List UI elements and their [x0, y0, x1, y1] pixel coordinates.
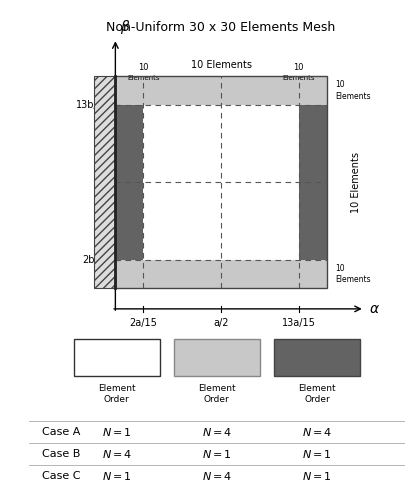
Text: Element
Order: Element Order — [198, 384, 236, 404]
Text: 10: 10 — [138, 64, 149, 72]
Text: a/2: a/2 — [213, 318, 229, 328]
Text: 2a/15: 2a/15 — [130, 318, 157, 328]
Text: 10: 10 — [293, 64, 304, 72]
Bar — [174, 338, 260, 376]
Text: $\mathit{N} = 1$: $\mathit{N} = 1$ — [102, 470, 132, 482]
Bar — [116, 104, 143, 260]
Bar — [274, 338, 360, 376]
Text: 2b/15: 2b/15 — [82, 254, 110, 264]
Text: 10
Elements: 10 Elements — [335, 264, 371, 283]
Text: Case A: Case A — [42, 427, 80, 437]
Bar — [94, 76, 116, 288]
Text: Case B: Case B — [42, 449, 80, 459]
Text: Elements: Elements — [282, 74, 315, 80]
Text: Elements: Elements — [127, 74, 160, 80]
Bar — [299, 104, 327, 260]
Bar — [74, 338, 160, 376]
Bar — [116, 260, 327, 287]
Text: $\mathit{N} = 1$: $\mathit{N} = 1$ — [102, 426, 132, 438]
Text: 10
Elements: 10 Elements — [335, 80, 371, 100]
Bar — [116, 76, 327, 288]
Text: Element
Order: Element Order — [98, 384, 136, 404]
Text: Case C: Case C — [42, 471, 80, 481]
Text: 13a/15: 13a/15 — [281, 318, 316, 328]
Text: $\alpha$: $\alpha$ — [369, 302, 380, 316]
Text: $\mathit{N} = 1$: $\mathit{N} = 1$ — [302, 470, 332, 482]
Bar — [116, 76, 327, 104]
Text: b/2: b/2 — [94, 177, 110, 187]
Text: 13b/15: 13b/15 — [76, 100, 110, 110]
Text: Non-Uniform 30 x 30 Elements Mesh: Non-Uniform 30 x 30 Elements Mesh — [106, 21, 336, 34]
Bar — [116, 76, 327, 288]
Text: $\mathit{N} = 4$: $\mathit{N} = 4$ — [201, 426, 232, 438]
Text: $\mathit{N} = 4$: $\mathit{N} = 4$ — [301, 426, 332, 438]
Text: 10 Elements: 10 Elements — [191, 60, 251, 70]
Text: $\beta$: $\beta$ — [120, 18, 130, 36]
Text: $\mathit{N} = 1$: $\mathit{N} = 1$ — [302, 448, 332, 460]
Text: Element
Order: Element Order — [298, 384, 336, 404]
Text: $\mathit{N} = 1$: $\mathit{N} = 1$ — [202, 448, 232, 460]
Text: $\mathit{N} = 4$: $\mathit{N} = 4$ — [201, 470, 232, 482]
Text: 10 Elements: 10 Elements — [351, 152, 361, 212]
Text: $\mathit{N} = 4$: $\mathit{N} = 4$ — [101, 448, 132, 460]
